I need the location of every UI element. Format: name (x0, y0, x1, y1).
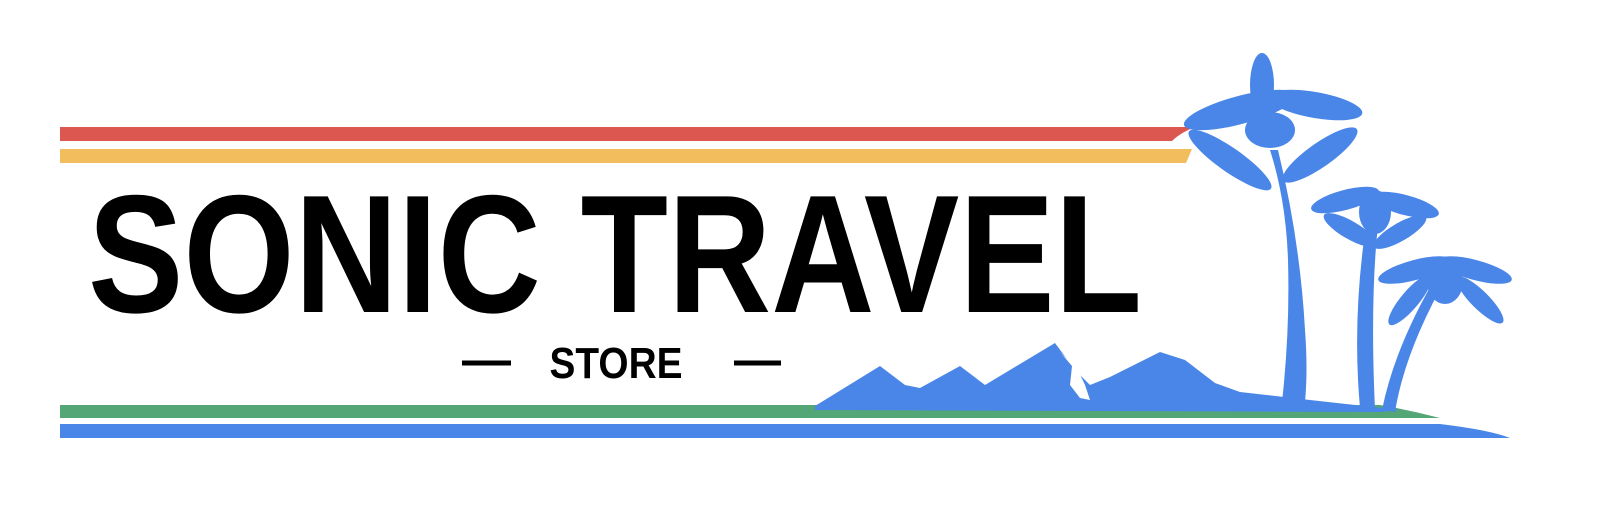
mountain-snow (1060, 352, 1090, 400)
palm-trees (1183, 53, 1512, 412)
yellow-stripe (60, 149, 1192, 163)
logo-subtitle: STORE (550, 339, 683, 388)
mountains (815, 343, 1400, 412)
red-stripe (60, 127, 1195, 141)
blue-stripe (60, 424, 1510, 438)
logo-title: SONIC TRAVEL (88, 160, 1142, 348)
